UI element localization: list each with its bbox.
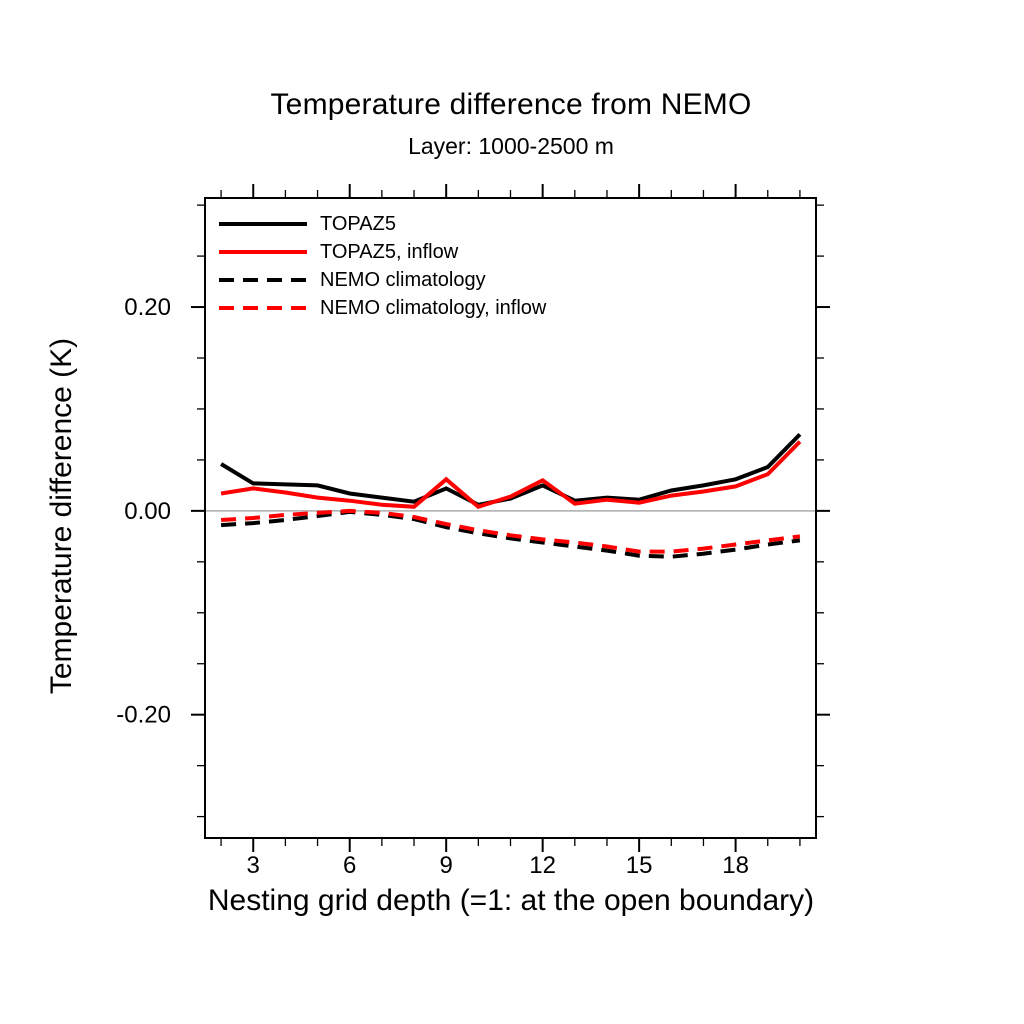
legend-label: TOPAZ5 bbox=[320, 212, 396, 235]
legend-line-sample bbox=[219, 222, 307, 226]
tick-labels: 3 6 9 12 15 18 -0.20 0.00 0.20 bbox=[116, 294, 749, 879]
x-tick-label: 9 bbox=[440, 852, 453, 879]
legend-item: TOPAZ5, inflow bbox=[218, 238, 546, 266]
x-tick-label: 6 bbox=[343, 852, 356, 879]
legend-label: NEMO climatology, inflow bbox=[320, 296, 547, 319]
legend-item: NEMO climatology bbox=[218, 266, 546, 294]
y-tick-label: 0.00 bbox=[124, 498, 171, 525]
series-lines bbox=[220, 432, 802, 559]
legend-label: TOPAZ5, inflow bbox=[320, 240, 459, 263]
series-line-3 bbox=[220, 508, 801, 554]
y-tick-label: -0.20 bbox=[116, 702, 171, 729]
x-tick-label: 18 bbox=[722, 852, 749, 879]
legend-line-sample bbox=[219, 278, 307, 282]
series-line-2 bbox=[220, 509, 801, 559]
chart-subtitle: Layer: 1000-2500 m bbox=[408, 133, 614, 159]
legend-line-sample bbox=[219, 306, 307, 310]
x-tick-label: 15 bbox=[626, 852, 653, 879]
legend-item: TOPAZ5 bbox=[218, 210, 546, 238]
legend: TOPAZ5 TOPAZ5, inflow NEMO climatology NEMO… bbox=[218, 210, 546, 322]
x-tick-label: 3 bbox=[247, 852, 260, 879]
y-tick-label: 0.20 bbox=[124, 294, 171, 321]
x-axis-title: Nesting grid depth (=1: at the open boun… bbox=[207, 884, 815, 917]
legend-label: NEMO climatology bbox=[320, 268, 486, 291]
legend-line-sample bbox=[219, 250, 307, 254]
y-axis-title: Temperature difference (K) bbox=[45, 337, 78, 695]
x-tick-label: 12 bbox=[529, 852, 556, 879]
chart-title: Temperature difference from NEMO bbox=[270, 88, 752, 121]
series-line-1 bbox=[220, 440, 802, 510]
axis-ticks bbox=[191, 184, 830, 852]
legend-item: NEMO climatology, inflow bbox=[218, 294, 546, 322]
